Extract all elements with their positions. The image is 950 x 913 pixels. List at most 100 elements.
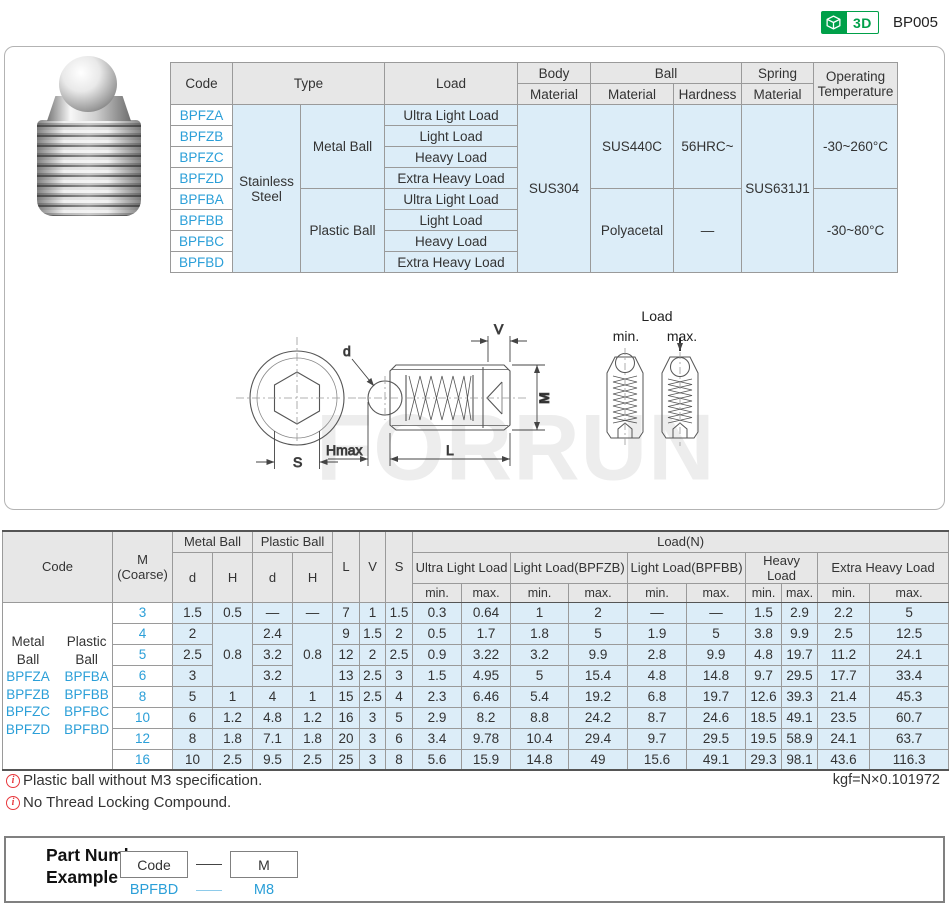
code-link-BPFBC[interactable]: BPFBC [171,231,233,252]
metal-ball-h: 2.5 [213,749,253,770]
ball-material-metal: SUS440C [591,105,674,189]
notes: i Plastic ball without M3 specification.… [6,772,262,816]
code-link-BPFZB[interactable]: BPFZB [171,126,233,147]
load-value: 19.2 [569,686,628,707]
dim-header-max: max. [870,583,949,602]
note-text: No Thread Locking Compound. [23,794,231,811]
dim-header-metal-d: d [173,552,213,602]
load-value: 19.5 [746,728,782,749]
dim-l: 20 [333,728,360,749]
dim-header-code: Code [3,531,113,602]
dimension-table: Code M(Coarse) Metal Ball Plastic Ball L… [2,530,949,771]
load-value: 1.8 [511,623,569,644]
code-link-BPFZD[interactable]: BPFZD [171,168,233,189]
dim-row-m12: 1281.87.11.820363.49.7810.429.49.729.519… [3,728,949,749]
load-value: 5 [569,623,628,644]
load-value: 14.8 [511,749,569,770]
m-size-link-16[interactable]: 16 [113,749,173,770]
dim-l: 7 [333,602,360,623]
dim-l: 9 [333,623,360,644]
load-level: Extra Heavy Load [385,252,518,273]
code-link-BPFZA[interactable]: BPFZA [171,105,233,126]
dim-header-min: min. [818,583,870,602]
spring-material: SUS631J1 [742,105,814,273]
part-series-number: BP005 [893,14,938,31]
metal-ball-d: 1.5 [173,602,213,623]
m-size-link-10[interactable]: 10 [113,707,173,728]
load-value: 0.64 [462,602,511,623]
dim-header-max: max. [782,583,818,602]
spec-header-spring-material: Material [742,84,814,105]
code-link-BPFBD[interactable]: BPFBD [64,721,109,739]
load-value: 58.9 [782,728,818,749]
spec-header-spring: Spring [742,63,814,84]
load-value: 5 [870,602,949,623]
label-min: min. [613,328,639,344]
load-value: 1.5 [413,665,462,686]
m-size-link-6[interactable]: 6 [113,665,173,686]
code-link-BPFBA[interactable]: BPFBA [64,668,109,686]
code-link-BPFZB[interactable]: BPFZB [6,686,50,704]
note-line: i Plastic ball without M3 specification. [6,772,262,789]
code-link-BPFBB[interactable]: BPFBB [64,686,109,704]
m-size-link-12[interactable]: 12 [113,728,173,749]
dim-s: 3 [386,665,413,686]
plastic-ball-d: 7.1 [253,728,293,749]
load-value: 1.7 [462,623,511,644]
dim-header-v: V [360,531,386,602]
dim-header-m-coarse: M(Coarse) [113,531,173,602]
load-value: 9.9 [569,644,628,665]
load-value: 15.9 [462,749,511,770]
dim-header-plastic-h: H [293,552,333,602]
view-3d-button[interactable]: 3D [821,11,879,34]
load-value: 11.2 [818,644,870,665]
photo-ball [59,56,117,112]
m-size-link-3[interactable]: 3 [113,602,173,623]
dim-v: 1 [360,602,386,623]
load-value: 29.3 [746,749,782,770]
load-value: 24.1 [870,644,949,665]
code-link-BPFZC[interactable]: BPFZC [6,703,50,721]
m-size-link-5[interactable]: 5 [113,644,173,665]
example-m-size[interactable]: M8 [230,882,298,898]
load-value: 0.3 [413,602,462,623]
load-value: 3.2 [511,644,569,665]
dim-s: 8 [386,749,413,770]
m-size-link-4[interactable]: 4 [113,623,173,644]
photo-threaded-body [37,120,141,216]
load-value: 29.5 [782,665,818,686]
m-size-link-8[interactable]: 8 [113,686,173,707]
code-link-BPFBC[interactable]: BPFBC [64,703,109,721]
load-value: 3.4 [413,728,462,749]
load-value: 24.1 [818,728,870,749]
code-link-BPFBD[interactable]: BPFBD [171,252,233,273]
dim-header-s: S [386,531,413,602]
spec-header-load: Load [385,63,518,105]
load-value: 4.95 [462,665,511,686]
dim-header-l: L [333,531,360,602]
load-value: 8.8 [511,707,569,728]
load-value: 49.1 [687,749,746,770]
metal-ball-h: 1.8 [213,728,253,749]
dash-separator-blue [196,890,222,891]
spec-row: BPFZA Stainless Steel Metal Ball Ultra L… [171,105,898,126]
code-link-BPFZD[interactable]: BPFZD [6,721,50,739]
code-link-BPFBB[interactable]: BPFBB [171,210,233,231]
load-value: 12.6 [746,686,782,707]
code-link-BPFZA[interactable]: BPFZA [6,668,50,686]
code-link-BPFZC[interactable]: BPFZC [171,147,233,168]
example-code[interactable]: BPFBD [120,882,188,898]
dim-v: 2.5 [360,686,386,707]
load-value: 24.6 [687,707,746,728]
dim-s: 2.5 [386,644,413,665]
metal-ball-h: 1 [213,686,253,707]
spec-header-operating-temperature: Operating Temperature [814,63,898,105]
dim-header-max: max. [569,583,628,602]
plastic-ball-d: 3.2 [253,665,293,686]
load-value: 21.4 [818,686,870,707]
load-value: 5.6 [413,749,462,770]
load-value: 33.4 [870,665,949,686]
hardness-metal: 56HRC~ [674,105,742,189]
code-link-BPFBA[interactable]: BPFBA [171,189,233,210]
type-material: Stainless Steel [233,105,301,273]
